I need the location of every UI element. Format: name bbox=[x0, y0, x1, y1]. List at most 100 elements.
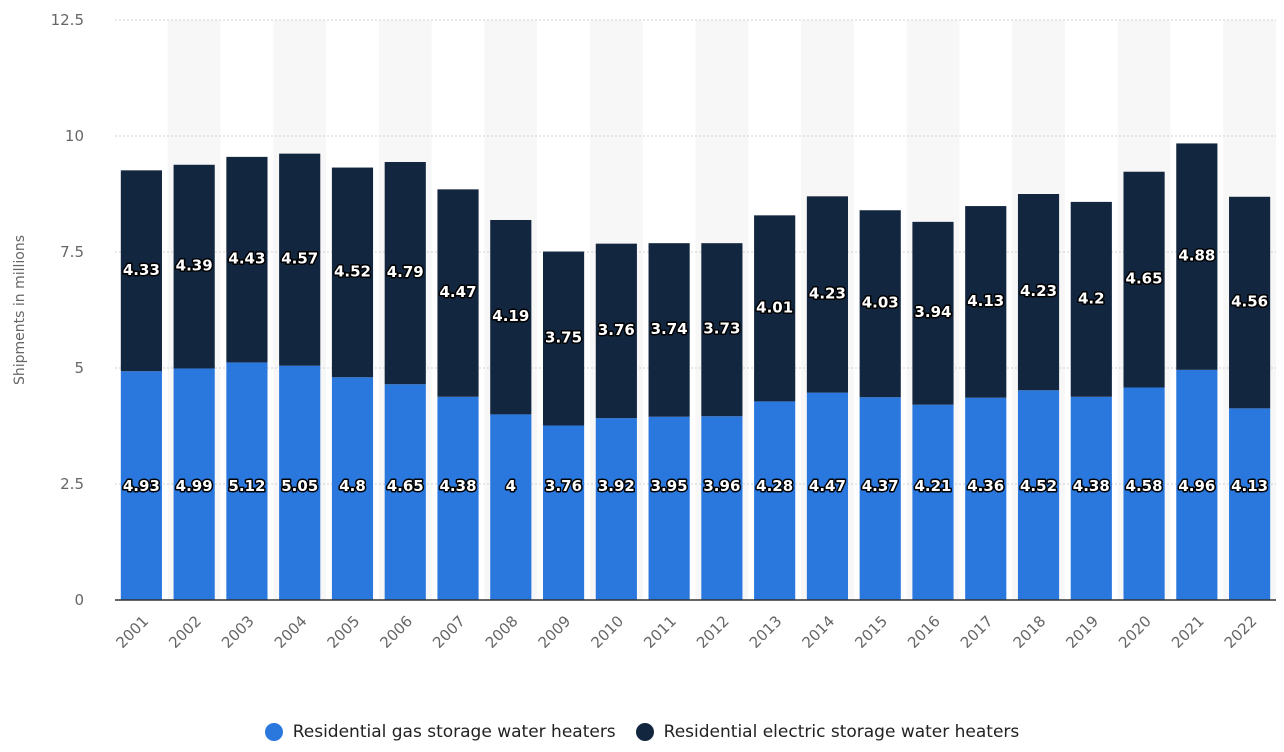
bar-segment-gas bbox=[384, 384, 426, 600]
data-label: 4.58 bbox=[1126, 477, 1163, 495]
x-tick-label: 2014 bbox=[799, 612, 839, 652]
data-label: 4.37 bbox=[862, 477, 899, 495]
y-tick-label: 10 bbox=[65, 127, 84, 145]
bar-segment-electric bbox=[1070, 201, 1112, 397]
bar-segment-gas bbox=[648, 416, 690, 600]
y-tick-label: 7.5 bbox=[60, 243, 84, 261]
x-axis-ticks: 2001 2002 2003 2004 2005 2006 2007 2008 2009 2010… bbox=[112, 612, 1260, 652]
data-label: 4.52 bbox=[334, 262, 371, 280]
bar-segment-electric bbox=[1229, 196, 1271, 409]
bar-segment-electric bbox=[648, 243, 690, 417]
bar-segment-gas bbox=[542, 425, 585, 600]
data-label: 4.33 bbox=[123, 261, 160, 279]
y-tick-label: 0 bbox=[74, 591, 84, 609]
x-tick-label: 2021 bbox=[1168, 612, 1208, 652]
data-label: 3.75 bbox=[545, 329, 582, 347]
data-label: 4.28 bbox=[756, 477, 793, 495]
bar-segment-electric bbox=[965, 206, 1007, 398]
bar-segment-gas bbox=[331, 377, 374, 600]
data-label: 4.38 bbox=[1073, 477, 1110, 495]
bar-segment-electric bbox=[279, 153, 321, 366]
data-label: 3.96 bbox=[703, 477, 740, 495]
data-label: 4.47 bbox=[440, 283, 477, 301]
y-axis-ticks: 0 2.5 5 7.5 10 12.5 bbox=[51, 11, 84, 609]
legend-swatch-electric bbox=[635, 723, 654, 741]
y-tick-label: 2.5 bbox=[60, 475, 84, 493]
data-label: 4.13 bbox=[967, 292, 1004, 310]
data-label: 4.99 bbox=[176, 477, 213, 495]
x-tick-label: 2008 bbox=[482, 612, 522, 652]
bar-segment-gas bbox=[859, 397, 901, 600]
legend-item-gas[interactable]: Residential gas storage water heaters bbox=[264, 722, 616, 742]
data-labels: 4.93 4.33 4.99 4.39 5.12 4.43 5.05 4.57 4.8 4.52 4… bbox=[121, 245, 1269, 496]
x-tick-label: 2020 bbox=[1115, 612, 1155, 652]
bar-segment-electric bbox=[331, 167, 374, 378]
bar-segment-gas bbox=[701, 416, 743, 600]
bar-segment-gas bbox=[806, 392, 849, 600]
data-label: 4.96 bbox=[1178, 477, 1215, 495]
data-label: 3.74 bbox=[651, 320, 688, 338]
data-label: 4.57 bbox=[281, 250, 318, 268]
x-tick-label: 2018 bbox=[1010, 612, 1050, 652]
bar-segment-gas bbox=[1123, 387, 1165, 600]
data-label: 4.23 bbox=[809, 284, 846, 302]
bar-segment-electric bbox=[1176, 143, 1218, 370]
x-tick-label: 2013 bbox=[746, 612, 786, 652]
x-tick-label: 2007 bbox=[429, 612, 469, 652]
bar-segment-electric bbox=[806, 196, 849, 393]
data-label: 3.95 bbox=[651, 477, 688, 495]
bar-segment-electric bbox=[1017, 194, 1060, 391]
x-tick-label: 2010 bbox=[587, 612, 627, 652]
legend-label-gas: Residential gas storage water heaters bbox=[292, 722, 616, 742]
x-tick-label: 2015 bbox=[851, 612, 891, 652]
bar-segment-gas bbox=[226, 362, 268, 600]
bars bbox=[120, 143, 1271, 600]
data-label: 4.38 bbox=[440, 477, 477, 495]
x-tick-label: 2016 bbox=[904, 612, 944, 652]
data-label: 5.12 bbox=[228, 477, 265, 495]
bar-segment-electric bbox=[173, 164, 215, 369]
data-label: 4.39 bbox=[176, 257, 213, 275]
data-label: 4.8 bbox=[339, 477, 366, 495]
x-tick-label: 2006 bbox=[376, 612, 416, 652]
data-label: 3.94 bbox=[914, 303, 951, 321]
bar-segment-electric bbox=[701, 243, 743, 417]
legend-item-electric[interactable]: Residential electric storage water heate… bbox=[635, 722, 1019, 742]
x-tick-label: 2004 bbox=[271, 612, 311, 652]
y-tick-label: 5 bbox=[74, 359, 84, 377]
bar-segment-gas bbox=[120, 371, 162, 600]
stacked-bar-chart: 0 2.5 5 7.5 10 12.5 Shipments in millions 200… bbox=[12, 11, 1276, 652]
data-label: 4.47 bbox=[809, 477, 846, 495]
data-label: 4 bbox=[506, 477, 516, 495]
data-label: 3.76 bbox=[545, 477, 582, 495]
x-tick-label: 2002 bbox=[165, 612, 205, 652]
data-label: 4.52 bbox=[1020, 477, 1057, 495]
data-label: 4.56 bbox=[1231, 293, 1268, 311]
bar-segment-gas bbox=[1229, 408, 1271, 600]
legend: Residential gas storage water heaters Re… bbox=[0, 722, 1284, 742]
bar-segment-gas bbox=[173, 368, 215, 600]
data-label: 4.93 bbox=[123, 477, 160, 495]
data-label: 4.13 bbox=[1231, 477, 1268, 495]
x-tick-label: 2019 bbox=[1062, 612, 1102, 652]
y-tick-label: 12.5 bbox=[51, 11, 84, 29]
bar-segment-gas bbox=[754, 401, 796, 600]
bar-segment-electric bbox=[384, 161, 426, 385]
x-tick-label: 2003 bbox=[218, 612, 258, 652]
x-tick-label: 2017 bbox=[957, 612, 997, 652]
data-label: 5.05 bbox=[281, 477, 318, 495]
bar-segment-electric bbox=[120, 170, 162, 372]
data-label: 4.65 bbox=[387, 477, 424, 495]
bar-segment-gas bbox=[437, 396, 479, 600]
bar-segment-gas bbox=[595, 418, 637, 600]
data-label: 4.88 bbox=[1178, 247, 1215, 265]
bar-segment-gas bbox=[279, 365, 321, 600]
legend-swatch-gas bbox=[264, 723, 283, 741]
data-label: 3.76 bbox=[598, 321, 635, 339]
bar-segment-gas bbox=[1070, 396, 1112, 600]
x-tick-label: 2012 bbox=[693, 612, 733, 652]
bar-segment-gas bbox=[490, 414, 532, 600]
bar-segment-electric bbox=[859, 210, 901, 398]
y-axis-label: Shipments in millions bbox=[12, 235, 28, 385]
data-label: 4.36 bbox=[967, 477, 1004, 495]
